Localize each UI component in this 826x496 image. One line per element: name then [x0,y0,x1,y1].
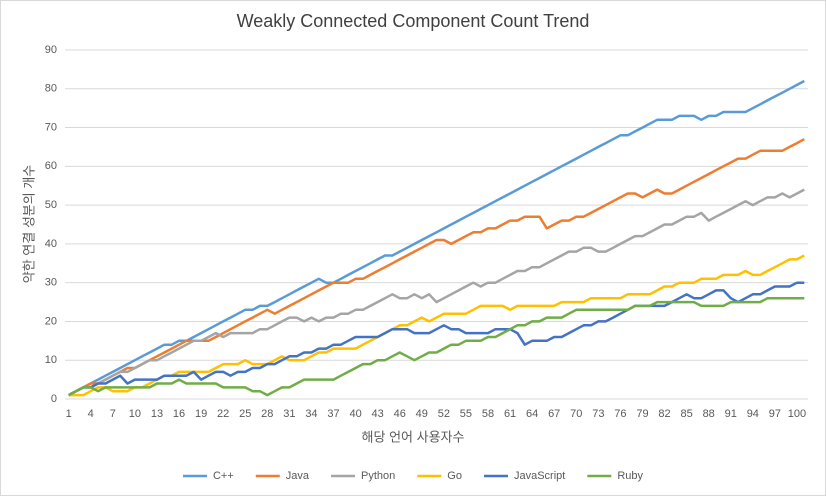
y-tick-label: 50 [45,199,57,211]
x-tick-label: 40 [349,408,361,420]
legend-label: Python [361,470,395,482]
x-tick-label: 19 [195,408,207,420]
y-tick-label: 0 [51,393,57,405]
legend-label: C++ [213,470,234,482]
y-axis-title: 약한 연결 성분의 개수 [21,165,36,284]
x-tick-label: 4 [88,408,94,420]
x-axis-title: 해당 언어 사용자수 [362,429,465,444]
x-tick-label: 31 [283,408,295,420]
x-tick-label: 58 [482,408,494,420]
x-tick-label: 94 [747,408,759,420]
y-tick-label: 40 [45,238,57,250]
y-tick-label: 90 [45,44,57,56]
series-line [68,79,805,397]
series-line [68,188,805,397]
x-tick-label: 43 [372,408,384,420]
series-line [68,296,805,397]
x-tick-label: 73 [592,408,604,420]
y-tick-label: 60 [45,160,57,172]
x-tick-label: 85 [680,408,692,420]
x-tick-label: 13 [151,408,163,420]
x-tick-label: 61 [504,408,516,420]
chart-title: Weakly Connected Component Count Trend [237,11,590,31]
legend-label: Ruby [617,470,643,482]
x-tick-label: 100 [788,408,806,420]
x-tick-label: 88 [703,408,715,420]
legend-label: Go [447,470,462,482]
x-tick-label: 28 [261,408,273,420]
y-tick-label: 10 [45,354,57,366]
x-tick-label: 34 [305,408,317,420]
x-tick-label: 52 [438,408,450,420]
legend-label: Java [286,470,310,482]
x-tick-label: 97 [769,408,781,420]
x-tick-label: 46 [394,408,406,420]
x-tick-label: 1 [66,408,72,420]
x-tick-label: 49 [416,408,428,420]
y-tick-label: 70 [45,121,57,133]
y-tick-label: 30 [45,277,57,289]
x-tick-label: 64 [526,408,538,420]
y-tick-label: 80 [45,83,57,95]
y-tick-label: 20 [45,315,57,327]
legend-label: JavaScript [514,470,565,482]
x-tick-label: 82 [658,408,670,420]
x-tick-label: 79 [636,408,648,420]
x-tick-label: 67 [548,408,560,420]
x-tick-label: 25 [239,408,251,420]
x-tick-label: 16 [173,408,185,420]
x-tick-label: 55 [460,408,472,420]
x-tick-label: 76 [614,408,626,420]
x-tick-label: 70 [570,408,582,420]
x-tick-label: 37 [327,408,339,420]
x-tick-label: 22 [217,408,229,420]
x-tick-label: 7 [110,408,116,420]
x-tick-label: 10 [129,408,141,420]
x-tick-label: 91 [725,408,737,420]
series-line [68,281,805,397]
